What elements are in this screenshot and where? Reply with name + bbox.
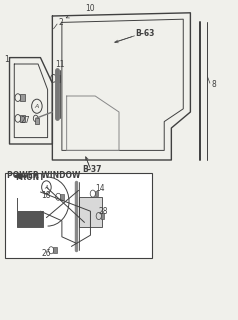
Bar (79, 197, 102, 227)
Bar (56, 75, 60, 82)
Text: 1: 1 (4, 55, 9, 64)
Text: 26: 26 (42, 249, 51, 258)
Bar (20, 94, 25, 101)
Text: POWER WINDOW: POWER WINDOW (7, 171, 80, 180)
Text: 27: 27 (20, 116, 30, 124)
Text: 28: 28 (99, 207, 108, 216)
Text: B-63: B-63 (136, 29, 155, 38)
Bar (5, 173, 152, 258)
Text: B-37: B-37 (82, 165, 102, 174)
Text: 11: 11 (55, 60, 64, 68)
Text: 2: 2 (58, 18, 63, 27)
Text: 8: 8 (212, 80, 217, 89)
Text: 14: 14 (95, 184, 105, 193)
Text: FRONT: FRONT (15, 173, 44, 182)
Bar (20, 115, 25, 122)
Text: 18: 18 (42, 191, 51, 200)
Text: 10: 10 (86, 4, 95, 12)
Text: A: A (45, 185, 48, 190)
Bar (60, 194, 64, 200)
Bar (53, 247, 57, 253)
Text: A: A (35, 104, 39, 109)
Bar (35, 118, 39, 124)
Bar (101, 213, 104, 219)
Bar (95, 191, 98, 196)
Polygon shape (17, 198, 43, 227)
